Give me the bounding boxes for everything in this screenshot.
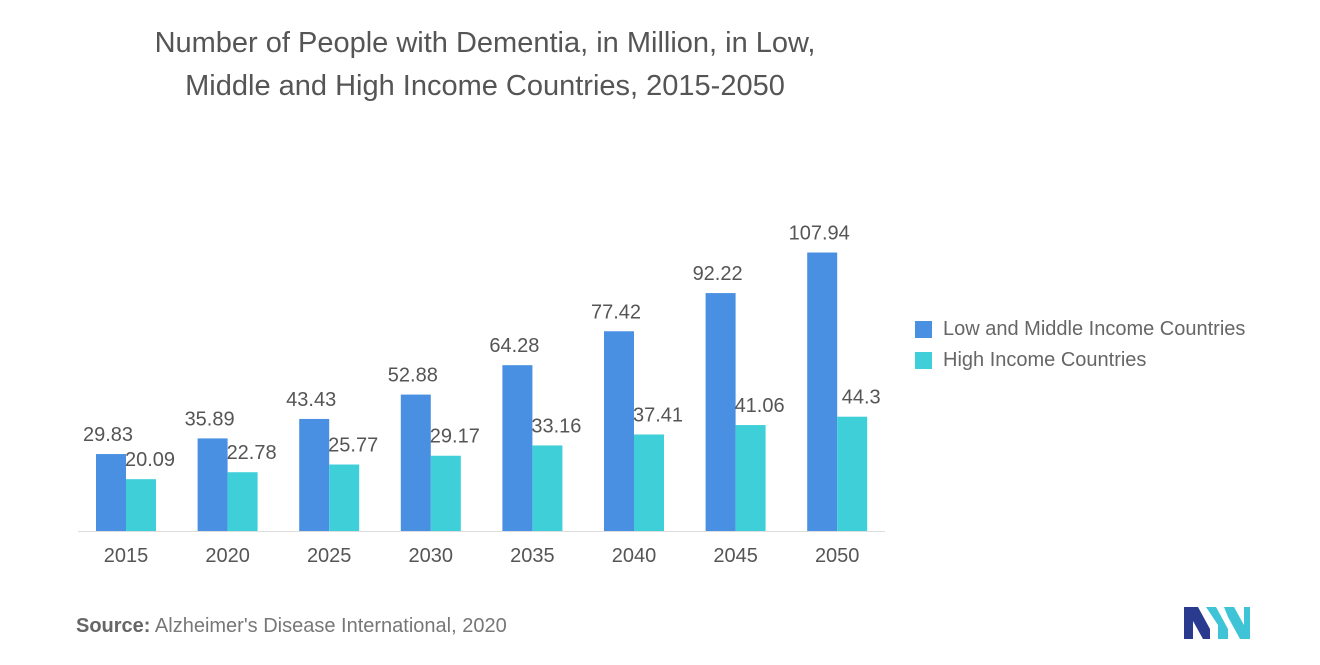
data-label-high-2050: 44.3 xyxy=(842,387,881,409)
bar-low-middle-2050 xyxy=(807,252,838,531)
legend-label-low-middle: Low and Middle Income Countries xyxy=(943,318,1246,340)
bar-low-middle-2025 xyxy=(299,418,330,531)
legend-swatch-low-middle xyxy=(915,321,932,338)
bar-low-middle-2045 xyxy=(705,293,736,531)
data-label-high-2035: 33.16 xyxy=(531,415,581,437)
legend-item-high: High Income Countries xyxy=(915,345,1245,376)
chart-title-line-2: Middle and High Income Countries, 2015-2… xyxy=(185,70,785,102)
chart-title: Number of People with Dementia, in Milli… xyxy=(40,22,930,108)
x-tick-label-2030: 2030 xyxy=(409,545,454,567)
data-label-high-2030: 29.17 xyxy=(430,426,480,448)
data-label-low-middle-2020: 35.89 xyxy=(185,408,235,430)
legend-label-high: High Income Countries xyxy=(943,349,1147,371)
bar-high-2015 xyxy=(126,479,156,531)
data-label-high-2015: 20.09 xyxy=(125,449,175,471)
source-text: Alzheimer's Disease International, 2020 xyxy=(154,615,507,637)
x-tick-label-2020: 2020 xyxy=(205,545,250,567)
source-label: Source: xyxy=(76,615,151,637)
x-tick-label-2050: 2050 xyxy=(815,545,860,567)
bar-high-2050 xyxy=(837,416,868,531)
legend-swatch-high xyxy=(915,352,932,369)
x-tick-label-2025: 2025 xyxy=(307,545,352,567)
bar-low-middle-2040 xyxy=(604,331,634,531)
bar-high-2035 xyxy=(532,445,563,531)
legend-item-low-middle: Low and Middle Income Countries xyxy=(915,314,1245,345)
x-tick-label-2045: 2045 xyxy=(713,545,758,567)
bar-low-middle-2020 xyxy=(197,438,228,531)
data-label-low-middle-2050: 107.94 xyxy=(789,223,850,245)
bar-low-middle-2015 xyxy=(96,454,126,531)
data-label-high-2040: 37.41 xyxy=(633,404,683,426)
bar-high-2020 xyxy=(227,472,258,531)
source-note: Source: Alzheimer's Disease Internationa… xyxy=(76,615,507,638)
data-label-low-middle-2035: 64.28 xyxy=(489,335,539,357)
bar-high-2040 xyxy=(634,434,664,531)
bar-low-middle-2030 xyxy=(400,394,431,531)
bar-high-2025 xyxy=(329,464,360,531)
data-label-low-middle-2025: 43.43 xyxy=(286,389,336,411)
bar-high-2045 xyxy=(735,425,766,531)
mordor-intelligence-logo-icon xyxy=(1184,607,1250,639)
data-label-low-middle-2045: 92.22 xyxy=(693,263,743,285)
data-label-low-middle-2040: 77.42 xyxy=(591,301,641,323)
bar-low-middle-2035 xyxy=(502,365,533,531)
bar-high-2030 xyxy=(430,455,461,531)
data-label-high-2025: 25.77 xyxy=(328,435,378,457)
x-tick-label-2015: 2015 xyxy=(104,545,149,567)
chart-title-line-1: Number of People with Dementia, in Milli… xyxy=(154,27,816,59)
data-label-high-2020: 22.78 xyxy=(227,442,277,464)
data-label-low-middle-2015: 29.83 xyxy=(83,424,133,446)
data-label-high-2045: 41.06 xyxy=(735,395,785,417)
x-tick-label-2035: 2035 xyxy=(510,545,555,567)
data-label-low-middle-2030: 52.88 xyxy=(388,365,438,387)
chart-legend: Low and Middle Income Countries High Inc… xyxy=(915,314,1245,376)
x-tick-label-2040: 2040 xyxy=(612,545,657,567)
